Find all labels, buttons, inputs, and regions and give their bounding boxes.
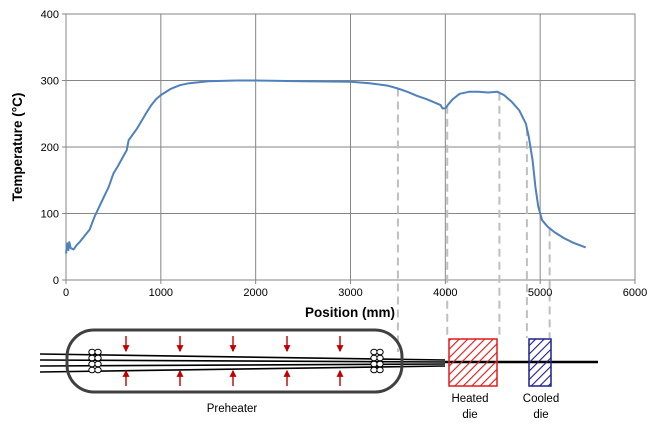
preheater-label: Preheater [207,403,258,415]
x-tick-label: 4000 [433,287,457,299]
roller [88,360,96,368]
x-tick-label: 2000 [243,287,267,299]
y-tick-label: 400 [41,9,59,21]
y-axis-title: Temperature (°C) [10,93,25,202]
x-tick-label: 1000 [149,287,173,299]
roller [94,354,102,362]
y-tick-label: 200 [41,142,59,154]
y-tick-label: 100 [41,209,59,221]
roller [370,366,378,374]
roller [370,348,378,356]
reference-lines [396,88,551,352]
heated-die [448,338,498,387]
process-schematic: Preheater Heated die Cooled die [39,328,598,421]
preheater-oven [65,328,404,394]
fiber-line-4 [39,365,446,373]
roller [370,360,378,368]
roller [88,348,96,356]
x-tick-label: 5000 [528,287,552,299]
roller [94,360,102,368]
plot-grid [66,14,635,280]
y-tick-label: 300 [41,76,59,88]
x-axis-title: Position (mm) [305,305,395,320]
guide-rollers [88,348,384,374]
roller [376,360,384,368]
y-tick-label: 0 [53,275,59,287]
cooled-die-label-line1: Cooled [523,393,559,405]
heated-die-label-line2: die [462,409,477,421]
heated-die-label-line1: Heated [451,393,488,405]
roller [94,348,102,356]
x-tick-label: 3000 [338,287,362,299]
x-axis-ticks: 0 1000 2000 3000 4000 5000 6000 [63,280,647,299]
roller [88,366,96,374]
x-tick-label: 0 [63,287,69,299]
roller [376,366,384,374]
cooled-die [528,338,552,387]
cooled-die-label-line2: die [533,409,548,421]
roller [376,348,384,356]
temperature-series-line [65,79,587,254]
roller [370,354,378,362]
roller [88,354,96,362]
heat-arrows [122,336,344,386]
y-axis-ticks: 0 100 200 300 400 [41,9,66,287]
roller [94,366,102,374]
roller [376,354,384,362]
x-tick-label: 6000 [623,287,647,299]
